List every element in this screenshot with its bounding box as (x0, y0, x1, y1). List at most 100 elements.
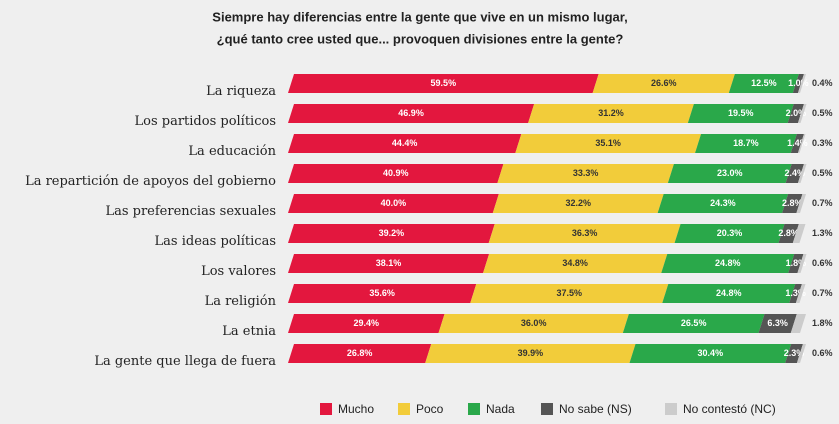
bar-segment (792, 224, 806, 243)
legend-swatch (541, 403, 553, 415)
value-label: 38.1% (376, 258, 402, 268)
bar-segment (778, 224, 799, 243)
value-label: 2.0% (786, 108, 807, 118)
bar-segment (790, 134, 804, 153)
value-label: 0.3% (812, 138, 833, 148)
category-label: Los valores (201, 264, 276, 279)
bar-segment (657, 194, 789, 213)
value-label: 36.3% (572, 228, 598, 238)
bar-segment (425, 344, 636, 363)
legend-swatch (468, 403, 480, 415)
bar-segment (661, 254, 795, 273)
bar-segment (592, 74, 735, 93)
bar-segment (488, 224, 681, 243)
value-label: 0.6% (812, 348, 833, 358)
category-label: Las ideas políticas (155, 234, 276, 249)
value-label: 35.6% (369, 288, 395, 298)
category-label: La etnia (222, 324, 276, 339)
bar-segment (528, 104, 694, 123)
bar-segment (288, 74, 599, 93)
value-label: 0.5% (812, 168, 833, 178)
value-label: 26.5% (681, 318, 707, 328)
value-label: 24.3% (710, 198, 736, 208)
bar-segment (492, 194, 664, 213)
category-label: La religión (205, 294, 277, 309)
bar-segment (797, 254, 807, 273)
category-label: La educación (188, 144, 276, 159)
value-label: 0.7% (812, 198, 833, 208)
value-label: 0.4% (812, 78, 833, 88)
value-label: 40.0% (381, 198, 407, 208)
bar-segment (782, 194, 803, 213)
bar-segment (797, 104, 807, 123)
category-label: La repartición de apoyos del gobierno (25, 174, 276, 189)
category-label: Los partidos políticos (134, 114, 276, 129)
bar-segment (785, 344, 803, 363)
bar-segment (796, 194, 806, 213)
bar-segment (288, 164, 504, 183)
value-label: 2.3% (784, 348, 805, 358)
value-label: 1.4% (787, 138, 808, 148)
value-label: 0.6% (812, 258, 833, 268)
value-label: 1.8% (812, 318, 833, 328)
value-label: 40.9% (383, 168, 409, 178)
bar-segment (288, 344, 432, 363)
value-label: 12.5% (751, 78, 777, 88)
bar-segment (288, 224, 495, 243)
value-label: 1.3% (785, 288, 806, 298)
bar-segment (674, 224, 785, 243)
legend-swatch (320, 403, 332, 415)
bar-segment (695, 134, 797, 153)
value-label: 36.0% (521, 318, 547, 328)
bar-segment (515, 134, 702, 153)
legend-label: No sabe (NS) (559, 402, 632, 416)
bar-segment (497, 164, 674, 183)
bar-segment (288, 284, 477, 303)
value-label: 19.5% (728, 108, 754, 118)
value-label: 2.4% (785, 168, 806, 178)
bar-segment (795, 284, 806, 303)
legend-swatch (398, 403, 410, 415)
value-label: 6.3% (767, 318, 788, 328)
value-label: 34.8% (562, 258, 588, 268)
bar-segment (797, 74, 806, 93)
bar-segment (758, 314, 797, 333)
value-label: 23.0% (717, 168, 743, 178)
bar-segment (792, 74, 804, 93)
bar-segment (796, 344, 806, 363)
bar-segment (790, 314, 806, 333)
chart-title: Siempre hay diferencias entre la gente q… (212, 9, 627, 24)
value-label: 39.9% (518, 348, 544, 358)
value-label: 26.8% (347, 348, 373, 358)
bar-segment (789, 284, 802, 303)
bar-segment (438, 314, 629, 333)
value-label: 1.3% (812, 228, 833, 238)
category-label: La gente que llega de fuera (94, 354, 276, 369)
value-label: 37.5% (557, 288, 583, 298)
value-label: 31.2% (598, 108, 624, 118)
bar-segment (288, 134, 522, 153)
value-label: 24.8% (715, 258, 741, 268)
category-label: Las preferencias sexuales (105, 204, 276, 219)
value-label: 32.2% (565, 198, 591, 208)
legend-label: Mucho (338, 402, 374, 416)
value-label: 0.5% (812, 108, 833, 118)
bar-segment (788, 254, 804, 273)
value-label: 1.0% (788, 78, 809, 88)
bar-segment (662, 284, 796, 303)
bar-segment (687, 104, 794, 123)
bar-segment (629, 344, 792, 363)
bar-segment (622, 314, 765, 333)
bar-segment (288, 314, 445, 333)
value-label: 33.3% (573, 168, 599, 178)
legend-swatch (665, 403, 677, 415)
chart-subtitle: ¿qué tanto cree usted que... provoquen d… (217, 31, 624, 46)
legend-label: Poco (416, 402, 444, 416)
value-label: 2.8% (778, 228, 799, 238)
value-label: 29.4% (353, 318, 379, 328)
legend-label: Nada (486, 402, 515, 416)
value-label: 26.6% (651, 78, 677, 88)
bar-segment (797, 134, 806, 153)
value-label: 18.7% (733, 138, 759, 148)
bar-segment (483, 254, 668, 273)
